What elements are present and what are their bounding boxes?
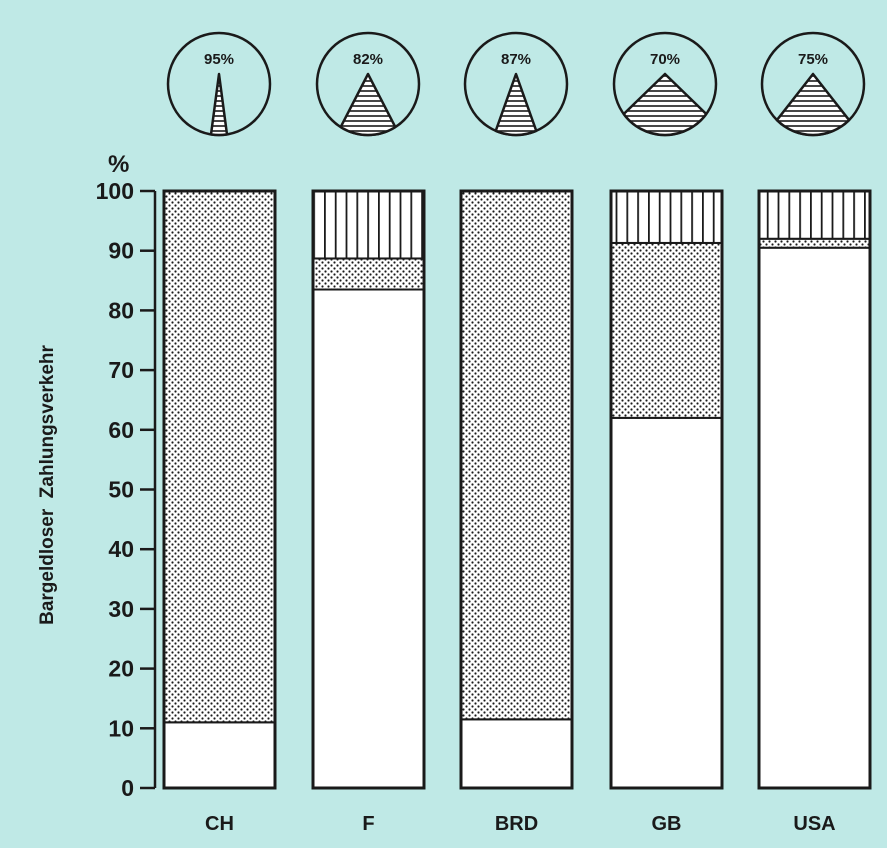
bar-segment-plain <box>460 718 573 789</box>
pie-slice <box>339 72 397 137</box>
bar-segment-dotted <box>312 257 425 291</box>
pie-chart: 70% <box>612 31 718 137</box>
x-category-label: GB <box>652 813 682 835</box>
x-category-label: F <box>362 813 374 835</box>
y-tick-label: 80 <box>108 297 134 323</box>
bar-outline <box>459 189 574 790</box>
pie-label: 70% <box>650 51 680 68</box>
y-tick-label: 70 <box>108 357 134 383</box>
y-tick-label: 100 <box>96 178 134 204</box>
bar-segment-vertical-lines <box>758 190 871 240</box>
pie-label: 82% <box>353 51 383 68</box>
bar-outline <box>162 189 277 790</box>
pie-slice <box>494 72 538 137</box>
bar-segment-plain <box>163 721 276 790</box>
bar-segment-dotted <box>163 190 276 724</box>
pie-label: 87% <box>501 51 531 68</box>
bar-segment-dotted <box>610 241 723 419</box>
y-tick-label: 40 <box>108 536 134 562</box>
pie-chart: 82% <box>315 31 421 137</box>
bar-outline <box>609 189 724 790</box>
bar-segment-plain <box>312 288 425 789</box>
y-tick-label: 90 <box>108 238 134 264</box>
pie-slice <box>622 72 708 137</box>
pie-label: 75% <box>798 51 828 68</box>
y-tick-label: 10 <box>108 715 134 741</box>
x-category-label: BRD <box>495 813 538 835</box>
y-tick-label: 30 <box>108 596 134 622</box>
y-tick-label: 50 <box>108 477 134 503</box>
pie-chart: 87% <box>463 31 569 137</box>
bar-segment-dotted <box>758 237 871 249</box>
bar-outline <box>311 189 426 790</box>
y-axis-title: Bargeldloser Zahlungsverkehr <box>37 344 58 624</box>
x-category-label: USA <box>793 813 835 835</box>
pie-slice <box>775 72 851 137</box>
y-tick-label: 60 <box>108 417 134 443</box>
pies-group: 95% 82% 87% 70% 75% <box>166 31 866 137</box>
y-tick-label: 20 <box>108 656 134 682</box>
bars-group <box>162 189 872 790</box>
x-category-label: CH <box>205 813 234 835</box>
bar-segment-plain <box>610 416 723 789</box>
category-labels-group: CH F BRD GB USA <box>205 813 836 835</box>
pie-chart: 95% <box>166 31 272 137</box>
y-unit-label: % <box>108 151 129 178</box>
pie-slice <box>209 72 229 137</box>
pie-chart: 75% <box>760 31 866 137</box>
bar-segment-vertical-lines <box>312 190 425 260</box>
bar-outline <box>757 189 872 790</box>
bar-segment-dotted <box>460 190 573 721</box>
pie-label: 95% <box>204 51 234 68</box>
bar-segment-plain <box>758 246 871 789</box>
bar-segment-vertical-lines <box>610 190 723 244</box>
y-ticks-group: 0 10 20 30 40 50 60 70 80 90 100 <box>96 178 155 801</box>
y-tick-label: 0 <box>121 775 134 801</box>
